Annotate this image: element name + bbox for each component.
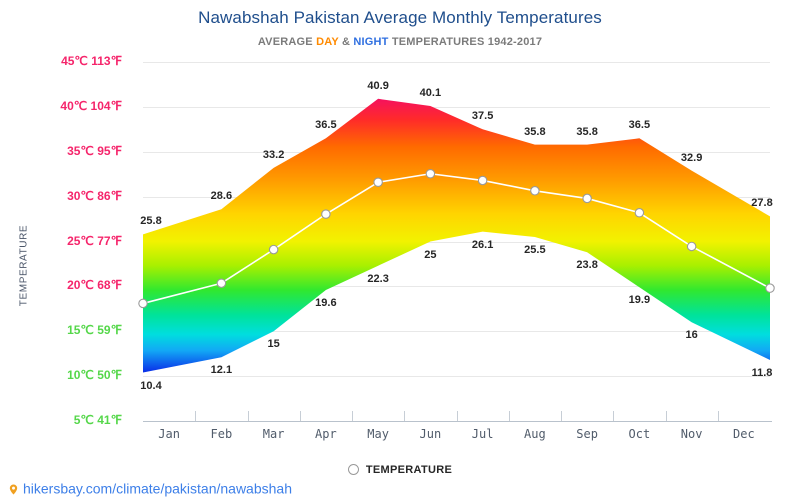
x-axis-tickmark-5 xyxy=(404,411,406,421)
day-value-jan: 25.8 xyxy=(140,215,162,228)
day-value-oct: 36.5 xyxy=(628,119,651,132)
gridline-15 xyxy=(143,331,770,333)
gridline-10 xyxy=(143,376,770,378)
x-axis-label-jan: Jan xyxy=(158,427,180,441)
subtitle-day-word: DAY xyxy=(316,36,339,48)
source-footer[interactable]: hikersbay.com/climate/pakistan/nawabshah xyxy=(8,479,292,496)
legend-label: TEMPERATURE xyxy=(365,464,453,477)
average-point-dec xyxy=(765,283,775,293)
x-axis-tickmark-3 xyxy=(299,411,301,421)
temperature-area-series xyxy=(138,98,775,373)
x-axis-label-nov: Nov xyxy=(680,427,703,441)
x-axis-tickmark-2 xyxy=(247,411,249,421)
night-value-nov: 16 xyxy=(685,329,698,342)
y-axis-tick-25: 25℃ 77℉ xyxy=(67,233,122,248)
day-value-feb: 28.6 xyxy=(210,190,233,203)
plot-area xyxy=(138,62,775,421)
night-value-apr: 19.6 xyxy=(315,296,337,309)
average-point-jan xyxy=(138,298,148,309)
x-axis-tickmark-10 xyxy=(665,411,667,421)
temperature-marker-icon xyxy=(347,463,359,475)
map-pin-icon xyxy=(8,482,19,495)
x-axis-label-feb: Feb xyxy=(210,427,233,441)
chart-title-text: Nawabshah Pakistan Average Monthly Tempe… xyxy=(198,8,602,27)
night-value-jun: 25 xyxy=(424,248,437,261)
gridline-40 xyxy=(143,106,770,108)
night-value-jul: 26.1 xyxy=(471,238,494,251)
subtitle-night-word: NIGHT xyxy=(353,36,389,48)
day-value-may: 40.9 xyxy=(367,79,389,92)
source-url[interactable]: hikersbay.com/climate/pakistan/nawabshah xyxy=(23,480,292,497)
night-value-dec: 11.8 xyxy=(751,366,773,379)
x-axis-tickmark-9 xyxy=(613,411,615,421)
x-axis-tickmark-11 xyxy=(717,411,719,421)
night-value-oct: 19.9 xyxy=(628,294,651,307)
y-axis-tick-35: 35℃ 95℉ xyxy=(67,143,122,158)
x-axis-label-oct: Oct xyxy=(628,427,651,441)
average-point-sep xyxy=(582,193,592,204)
y-axis-tick-list: 45℃ 113℉ 40℃ 104℉ 35℃ 95℉ 30℃ 86℉ 25℃ 77℉ 20℃… xyxy=(30,0,122,500)
night-value-sep: 23.8 xyxy=(576,259,598,272)
night-value-jan: 10.4 xyxy=(140,379,162,392)
gridline-20 xyxy=(143,286,770,288)
average-temperature-points xyxy=(138,168,775,309)
average-point-jun xyxy=(425,168,436,179)
day-value-aug: 35.8 xyxy=(524,125,546,138)
x-axis-label-mar: Mar xyxy=(262,427,285,441)
day-value-dec: 27.8 xyxy=(751,197,773,210)
chart-legend: TEMPERATURE xyxy=(0,463,800,477)
average-point-mar xyxy=(268,244,279,255)
y-axis-tick-45: 45℃ 113℉ xyxy=(61,54,122,68)
x-axis-label-apr: Apr xyxy=(315,427,337,441)
x-axis-label-dec: Dec xyxy=(733,427,755,441)
x-axis-label-jun: Jun xyxy=(419,427,442,441)
average-point-nov xyxy=(686,241,697,252)
chart-subtitle: AVERAGE DAY & NIGHT TEMPERATURES 1942-20… xyxy=(0,36,800,48)
x-axis-label-jul: Jul xyxy=(471,427,494,441)
chart-title: Nawabshah Pakistan Average Monthly Tempe… xyxy=(0,8,800,28)
x-axis-label-aug: Aug xyxy=(524,427,546,441)
x-axis-label-may: May xyxy=(367,427,389,441)
subtitle-ampersand: & xyxy=(338,36,354,48)
day-value-jun: 40.1 xyxy=(419,86,442,99)
gridline-45 xyxy=(143,62,770,63)
average-point-feb xyxy=(216,278,227,288)
day-value-sep: 35.8 xyxy=(576,125,598,138)
x-axis-tickmark-4 xyxy=(352,411,353,421)
y-axis-tick-10: 10℃ 50℉ xyxy=(67,368,122,383)
average-point-may xyxy=(373,177,383,188)
y-axis-tick-30: 30℃ 86℉ xyxy=(67,188,122,203)
day-night-band xyxy=(143,98,770,373)
average-point-apr xyxy=(321,209,331,219)
night-value-mar: 15 xyxy=(267,338,280,351)
subtitle-prefix: AVERAGE xyxy=(257,36,317,48)
day-value-apr: 36.5 xyxy=(315,119,337,132)
x-axis-tickmark-8 xyxy=(561,411,562,421)
x-axis-tickmark-1 xyxy=(195,411,197,421)
average-point-oct xyxy=(634,208,645,218)
average-point-aug xyxy=(530,186,540,196)
y-axis-tick-20: 20℃ 68℉ xyxy=(67,278,122,293)
x-axis-label-sep: Sep xyxy=(576,427,598,441)
y-axis-title: TEMPERATURE xyxy=(18,224,30,307)
day-value-mar: 33.2 xyxy=(262,148,285,161)
x-axis-line xyxy=(143,421,772,422)
night-value-feb: 12.1 xyxy=(210,364,233,377)
night-value-may: 22.3 xyxy=(367,272,389,285)
day-value-jul: 37.5 xyxy=(471,110,494,123)
day-value-nov: 32.9 xyxy=(680,151,703,164)
subtitle-suffix: TEMPERATURES 1942-2017 xyxy=(388,36,543,48)
y-axis-tick-5: 5℃ 41℉ xyxy=(73,413,122,427)
y-axis-tick-15: 15℃ 59℉ xyxy=(67,323,122,338)
x-axis-tickmark-6 xyxy=(456,411,458,421)
x-axis-tickmark-7 xyxy=(508,411,510,421)
gridline-25 xyxy=(143,241,770,243)
average-point-jul xyxy=(477,175,488,186)
y-axis-tick-40: 40℃ 104℉ xyxy=(60,98,122,113)
average-temperature-line xyxy=(142,172,771,305)
night-value-aug: 25.5 xyxy=(524,244,546,256)
